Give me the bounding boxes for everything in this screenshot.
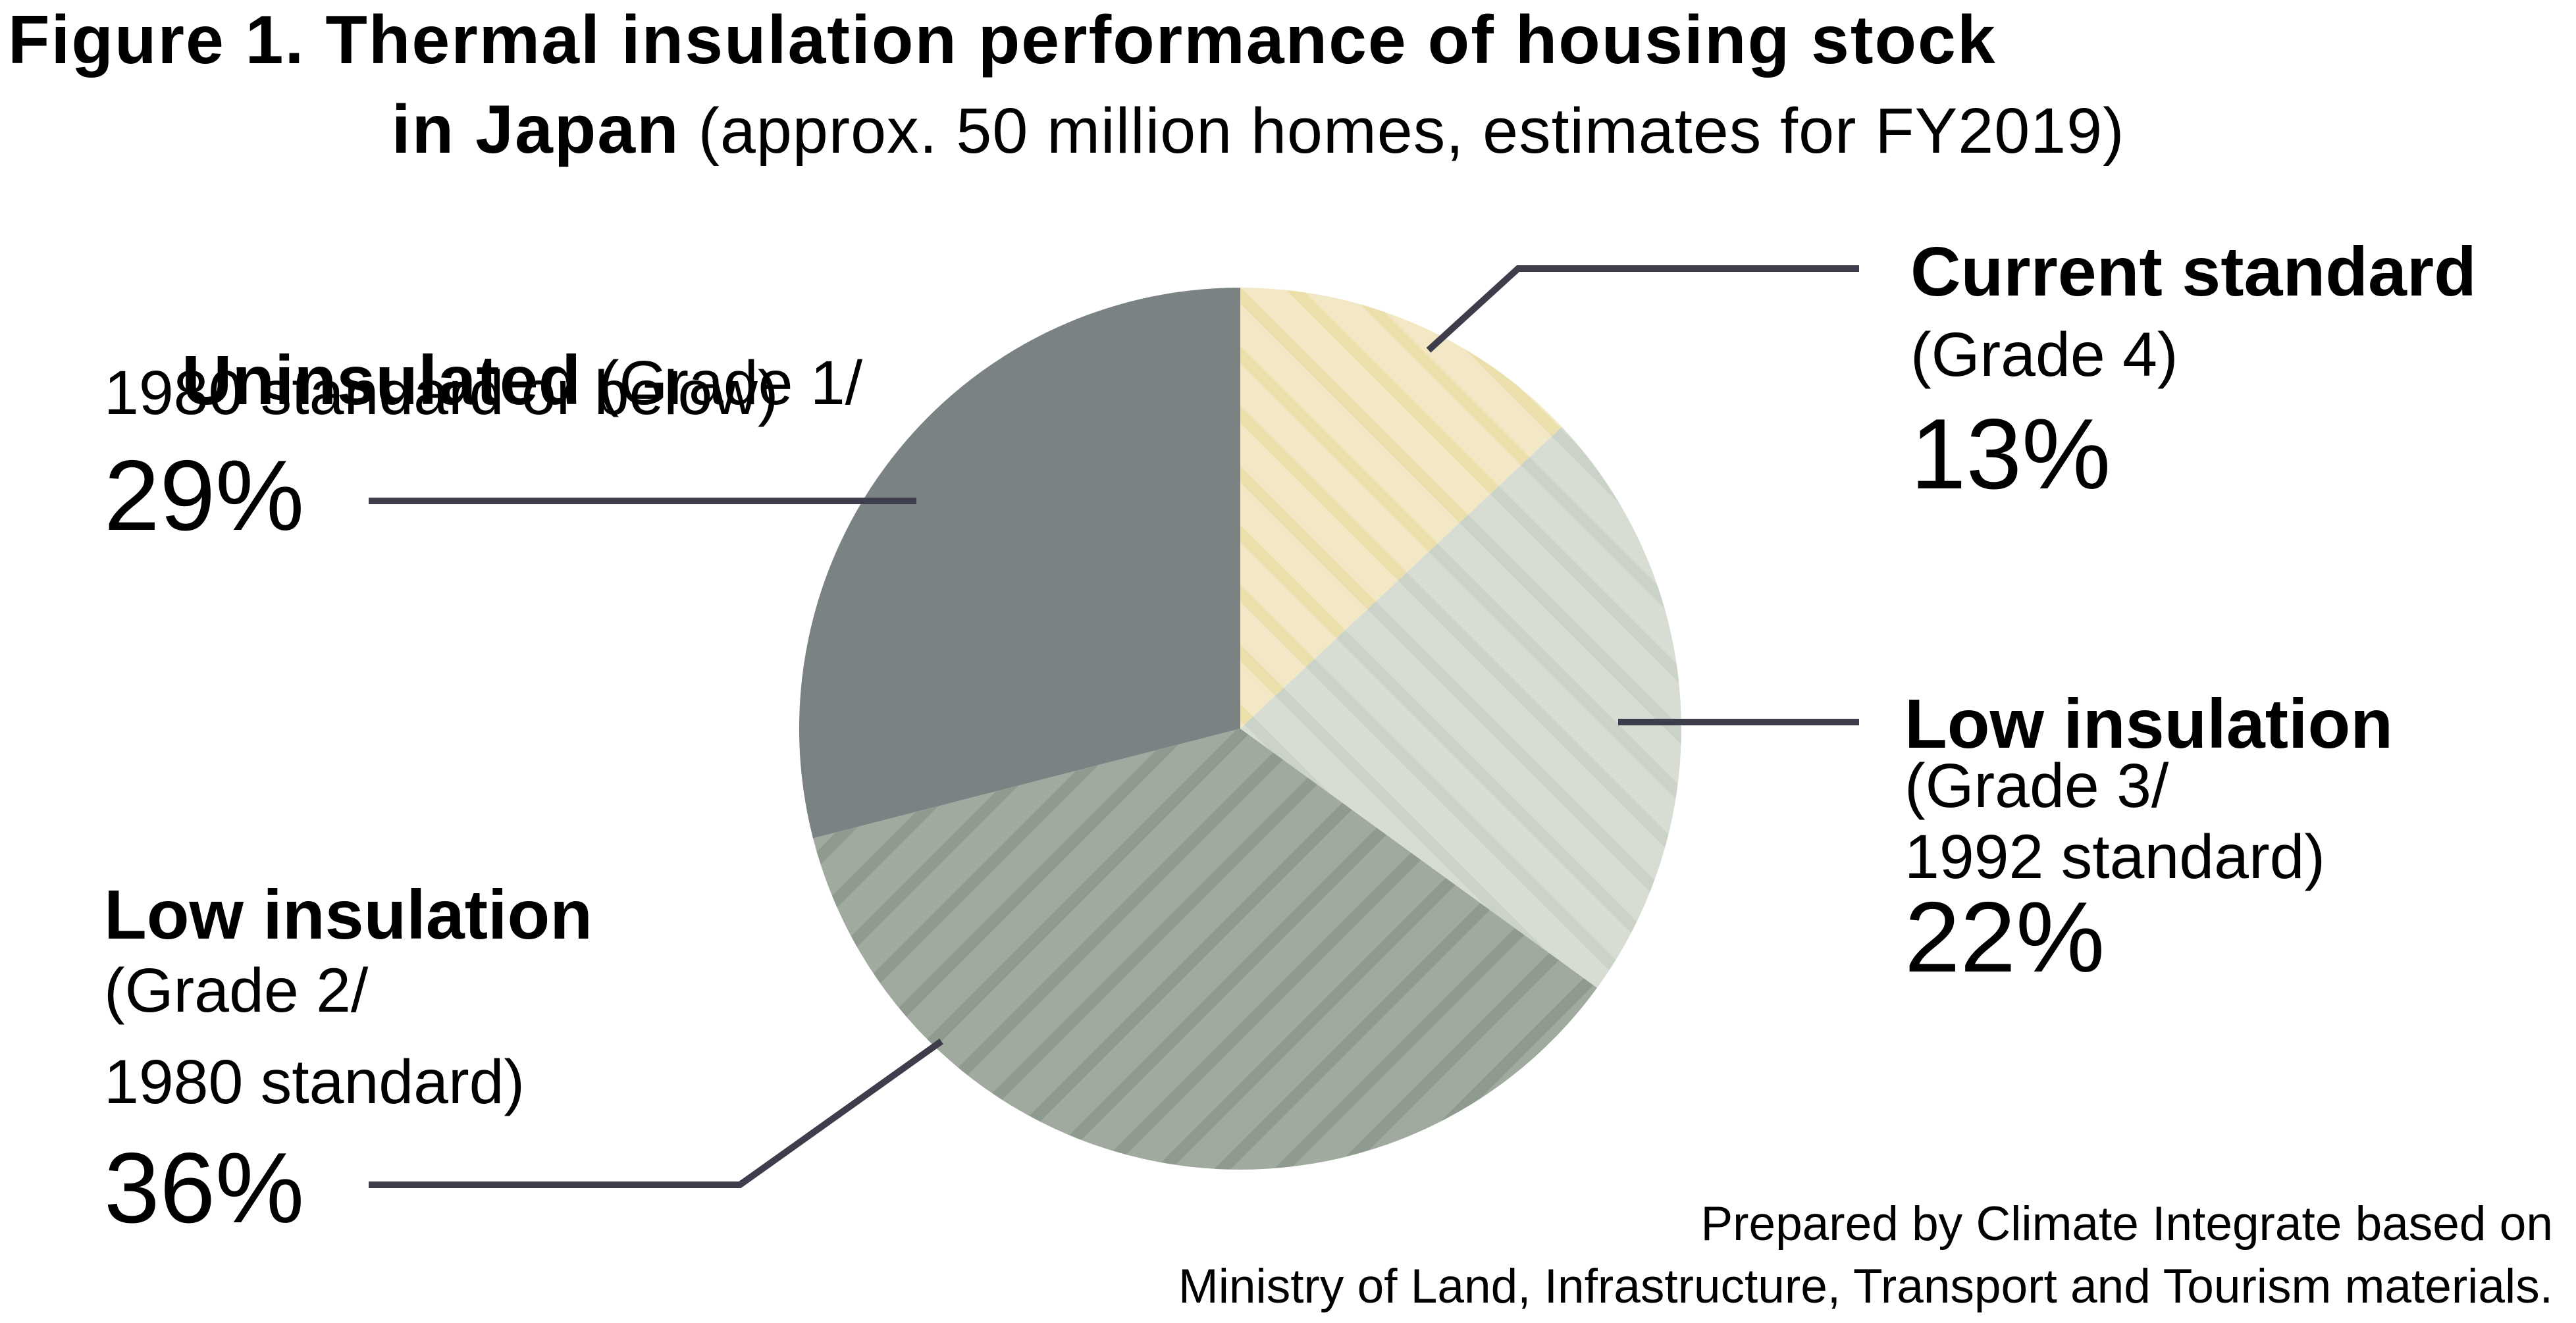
source-credit: Prepared by Climate Integrate based on M… — [1178, 1193, 2553, 1318]
figure-title-line2-note: (approx. 50 million homes, estimates for… — [679, 95, 2125, 167]
callout-low-insulation-g3-grade-part2: 1992 standard) — [1905, 822, 2326, 892]
leader-line-low-insulation-grade-2 — [369, 1038, 943, 1188]
pie-slice-low-insulation-grade-3 — [1240, 427, 1681, 988]
callout-uninsulated-grade-part1: (Grade 1/ — [581, 348, 863, 419]
callout-low-insulation-g3-grade-part1: (Grade 3/ — [1905, 751, 2169, 821]
callout-uninsulated-name: Uninsulated (Grade 1/ — [104, 271, 862, 491]
figure-title-line2-bold: in Japan — [391, 91, 680, 168]
callout-current-standard-grade: (Grade 4) — [1910, 320, 2178, 390]
leader-line-current-standard — [1426, 265, 1859, 353]
callout-low-insulation-g2-value: 36% — [104, 1132, 305, 1244]
callout-low-insulation-g3-value: 22% — [1905, 881, 2105, 993]
callout-low-insulation-g2-grade-part1: (Grade 2/ — [104, 956, 369, 1025]
callout-uninsulated-grade-part2: 1980 standard or below) — [104, 358, 779, 428]
pie-slice-current-standard — [1240, 288, 1562, 729]
pie-slice-low-insulation-grade-2 — [813, 729, 1597, 1170]
callout-low-insulation-g2-name: Low insulation — [104, 876, 592, 954]
pie-slice-uninsulated — [799, 287, 1240, 839]
callout-low-insulation-g2-grade-part2: 1980 standard) — [104, 1047, 525, 1117]
callout-current-standard-value: 13% — [1910, 398, 2111, 510]
callout-uninsulated-name-bold: Uninsulated — [181, 342, 581, 420]
source-credit-line2: Ministry of Land, Infrastructure, Transp… — [1178, 1260, 2553, 1313]
source-credit-line1: Prepared by Climate Integrate based on — [1700, 1197, 2553, 1251]
callout-low-insulation-g3-name: Low insulation — [1905, 685, 2393, 763]
callout-uninsulated-value: 29% — [104, 440, 305, 552]
figure-title-line1: Figure 1. Thermal insulation performance… — [8, 2, 1997, 78]
figure-title-line2: in Japan (approx. 50 million homes, esti… — [380, 80, 2124, 180]
callout-current-standard-name: Current standard — [1910, 233, 2477, 311]
